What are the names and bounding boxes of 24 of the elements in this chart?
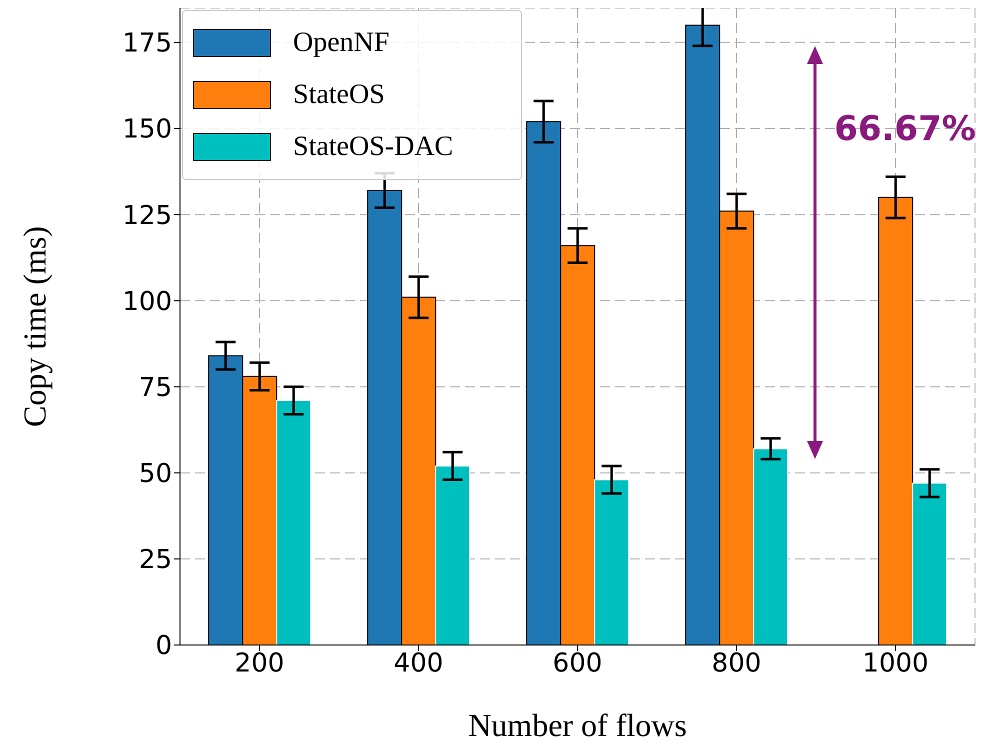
x-axis-title: Number of flows — [468, 707, 687, 743]
legend-label: StateOS-DAC — [293, 131, 454, 163]
y-tick-label: 75 — [138, 372, 172, 403]
legend-label: StateOS — [293, 79, 385, 111]
x-tick-label: 200 — [234, 648, 284, 678]
y-axis-title: Copy time (ms) — [16, 226, 52, 427]
bar — [594, 479, 630, 645]
x-tick-label: 400 — [394, 648, 444, 678]
x-tick-label: 800 — [712, 648, 762, 678]
y-tick-label: 25 — [138, 545, 172, 576]
y-tick-label: 0 — [155, 631, 172, 662]
bar — [435, 465, 470, 645]
bar — [912, 482, 948, 645]
y-tick-label: 150 — [122, 114, 172, 145]
x-tick-label: 600 — [552, 648, 602, 678]
bar — [276, 400, 312, 645]
y-tick-label: 50 — [138, 459, 172, 490]
x-tick-label: 1000 — [862, 648, 929, 678]
bar — [753, 448, 788, 645]
y-tick-label: 125 — [122, 200, 172, 231]
y-tick-label: 175 — [122, 28, 172, 59]
y-tick-label: 100 — [122, 286, 172, 317]
annotation: 66.67% — [834, 109, 976, 149]
legend-label: OpenNF — [293, 27, 390, 59]
